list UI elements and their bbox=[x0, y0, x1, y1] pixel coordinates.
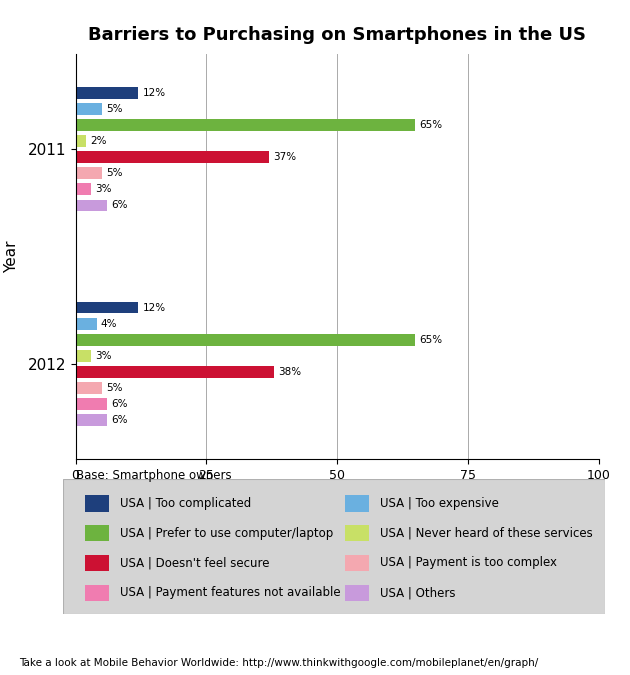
Title: Barriers to Purchasing on Smartphones in the US: Barriers to Purchasing on Smartphones in… bbox=[88, 26, 586, 44]
Text: USA | Too complicated: USA | Too complicated bbox=[120, 497, 251, 510]
Bar bbox=[84, 525, 109, 541]
Text: 6%: 6% bbox=[111, 399, 128, 409]
Bar bbox=[76, 200, 107, 211]
Text: Take a look at Mobile Behavior Worldwide: http://www.thinkwithgoogle.com/mobilep: Take a look at Mobile Behavior Worldwide… bbox=[19, 658, 538, 668]
Bar bbox=[76, 103, 101, 115]
Bar bbox=[76, 87, 139, 99]
Text: USA | Payment features not available: USA | Payment features not available bbox=[120, 586, 340, 599]
FancyBboxPatch shape bbox=[63, 479, 605, 614]
Bar bbox=[76, 119, 416, 131]
X-axis label: %: % bbox=[329, 487, 345, 502]
Bar bbox=[76, 184, 91, 195]
Bar bbox=[84, 585, 109, 601]
Text: USA | Others: USA | Others bbox=[380, 586, 455, 599]
Text: 37%: 37% bbox=[273, 152, 296, 162]
Text: 6%: 6% bbox=[111, 200, 128, 211]
Text: 5%: 5% bbox=[106, 104, 122, 114]
Bar bbox=[345, 495, 369, 512]
Bar bbox=[76, 135, 86, 147]
Bar bbox=[76, 366, 274, 378]
Bar bbox=[76, 167, 101, 179]
Bar bbox=[76, 382, 101, 394]
Text: 12%: 12% bbox=[142, 88, 166, 98]
Text: USA | Payment is too complex: USA | Payment is too complex bbox=[380, 556, 557, 570]
Bar bbox=[84, 555, 109, 571]
Text: USA | Too expensive: USA | Too expensive bbox=[380, 497, 499, 510]
Bar bbox=[76, 414, 107, 426]
Text: 2%: 2% bbox=[90, 136, 106, 146]
Text: 3%: 3% bbox=[96, 184, 112, 194]
Bar bbox=[345, 585, 369, 601]
Y-axis label: Year: Year bbox=[4, 240, 19, 273]
Text: 38%: 38% bbox=[278, 367, 302, 377]
Text: 65%: 65% bbox=[420, 120, 443, 130]
Bar bbox=[84, 495, 109, 512]
Bar bbox=[76, 151, 269, 163]
Text: 3%: 3% bbox=[96, 351, 112, 361]
Text: 6%: 6% bbox=[111, 415, 128, 425]
Bar bbox=[345, 555, 369, 571]
Text: USA | Doesn't feel secure: USA | Doesn't feel secure bbox=[120, 556, 270, 570]
Bar bbox=[345, 525, 369, 541]
Bar bbox=[76, 302, 139, 313]
Bar bbox=[76, 398, 107, 410]
Text: USA | Never heard of these services: USA | Never heard of these services bbox=[380, 526, 593, 540]
Bar bbox=[76, 318, 96, 329]
Bar bbox=[76, 334, 416, 346]
Text: 5%: 5% bbox=[106, 168, 122, 178]
Text: 65%: 65% bbox=[420, 335, 443, 345]
Text: 12%: 12% bbox=[142, 302, 166, 313]
Bar bbox=[76, 350, 91, 362]
Text: Base: Smartphone owners: Base: Smartphone owners bbox=[76, 469, 231, 482]
Text: 4%: 4% bbox=[101, 319, 117, 329]
Text: USA | Prefer to use computer/laptop: USA | Prefer to use computer/laptop bbox=[120, 526, 333, 540]
Text: 5%: 5% bbox=[106, 383, 122, 393]
